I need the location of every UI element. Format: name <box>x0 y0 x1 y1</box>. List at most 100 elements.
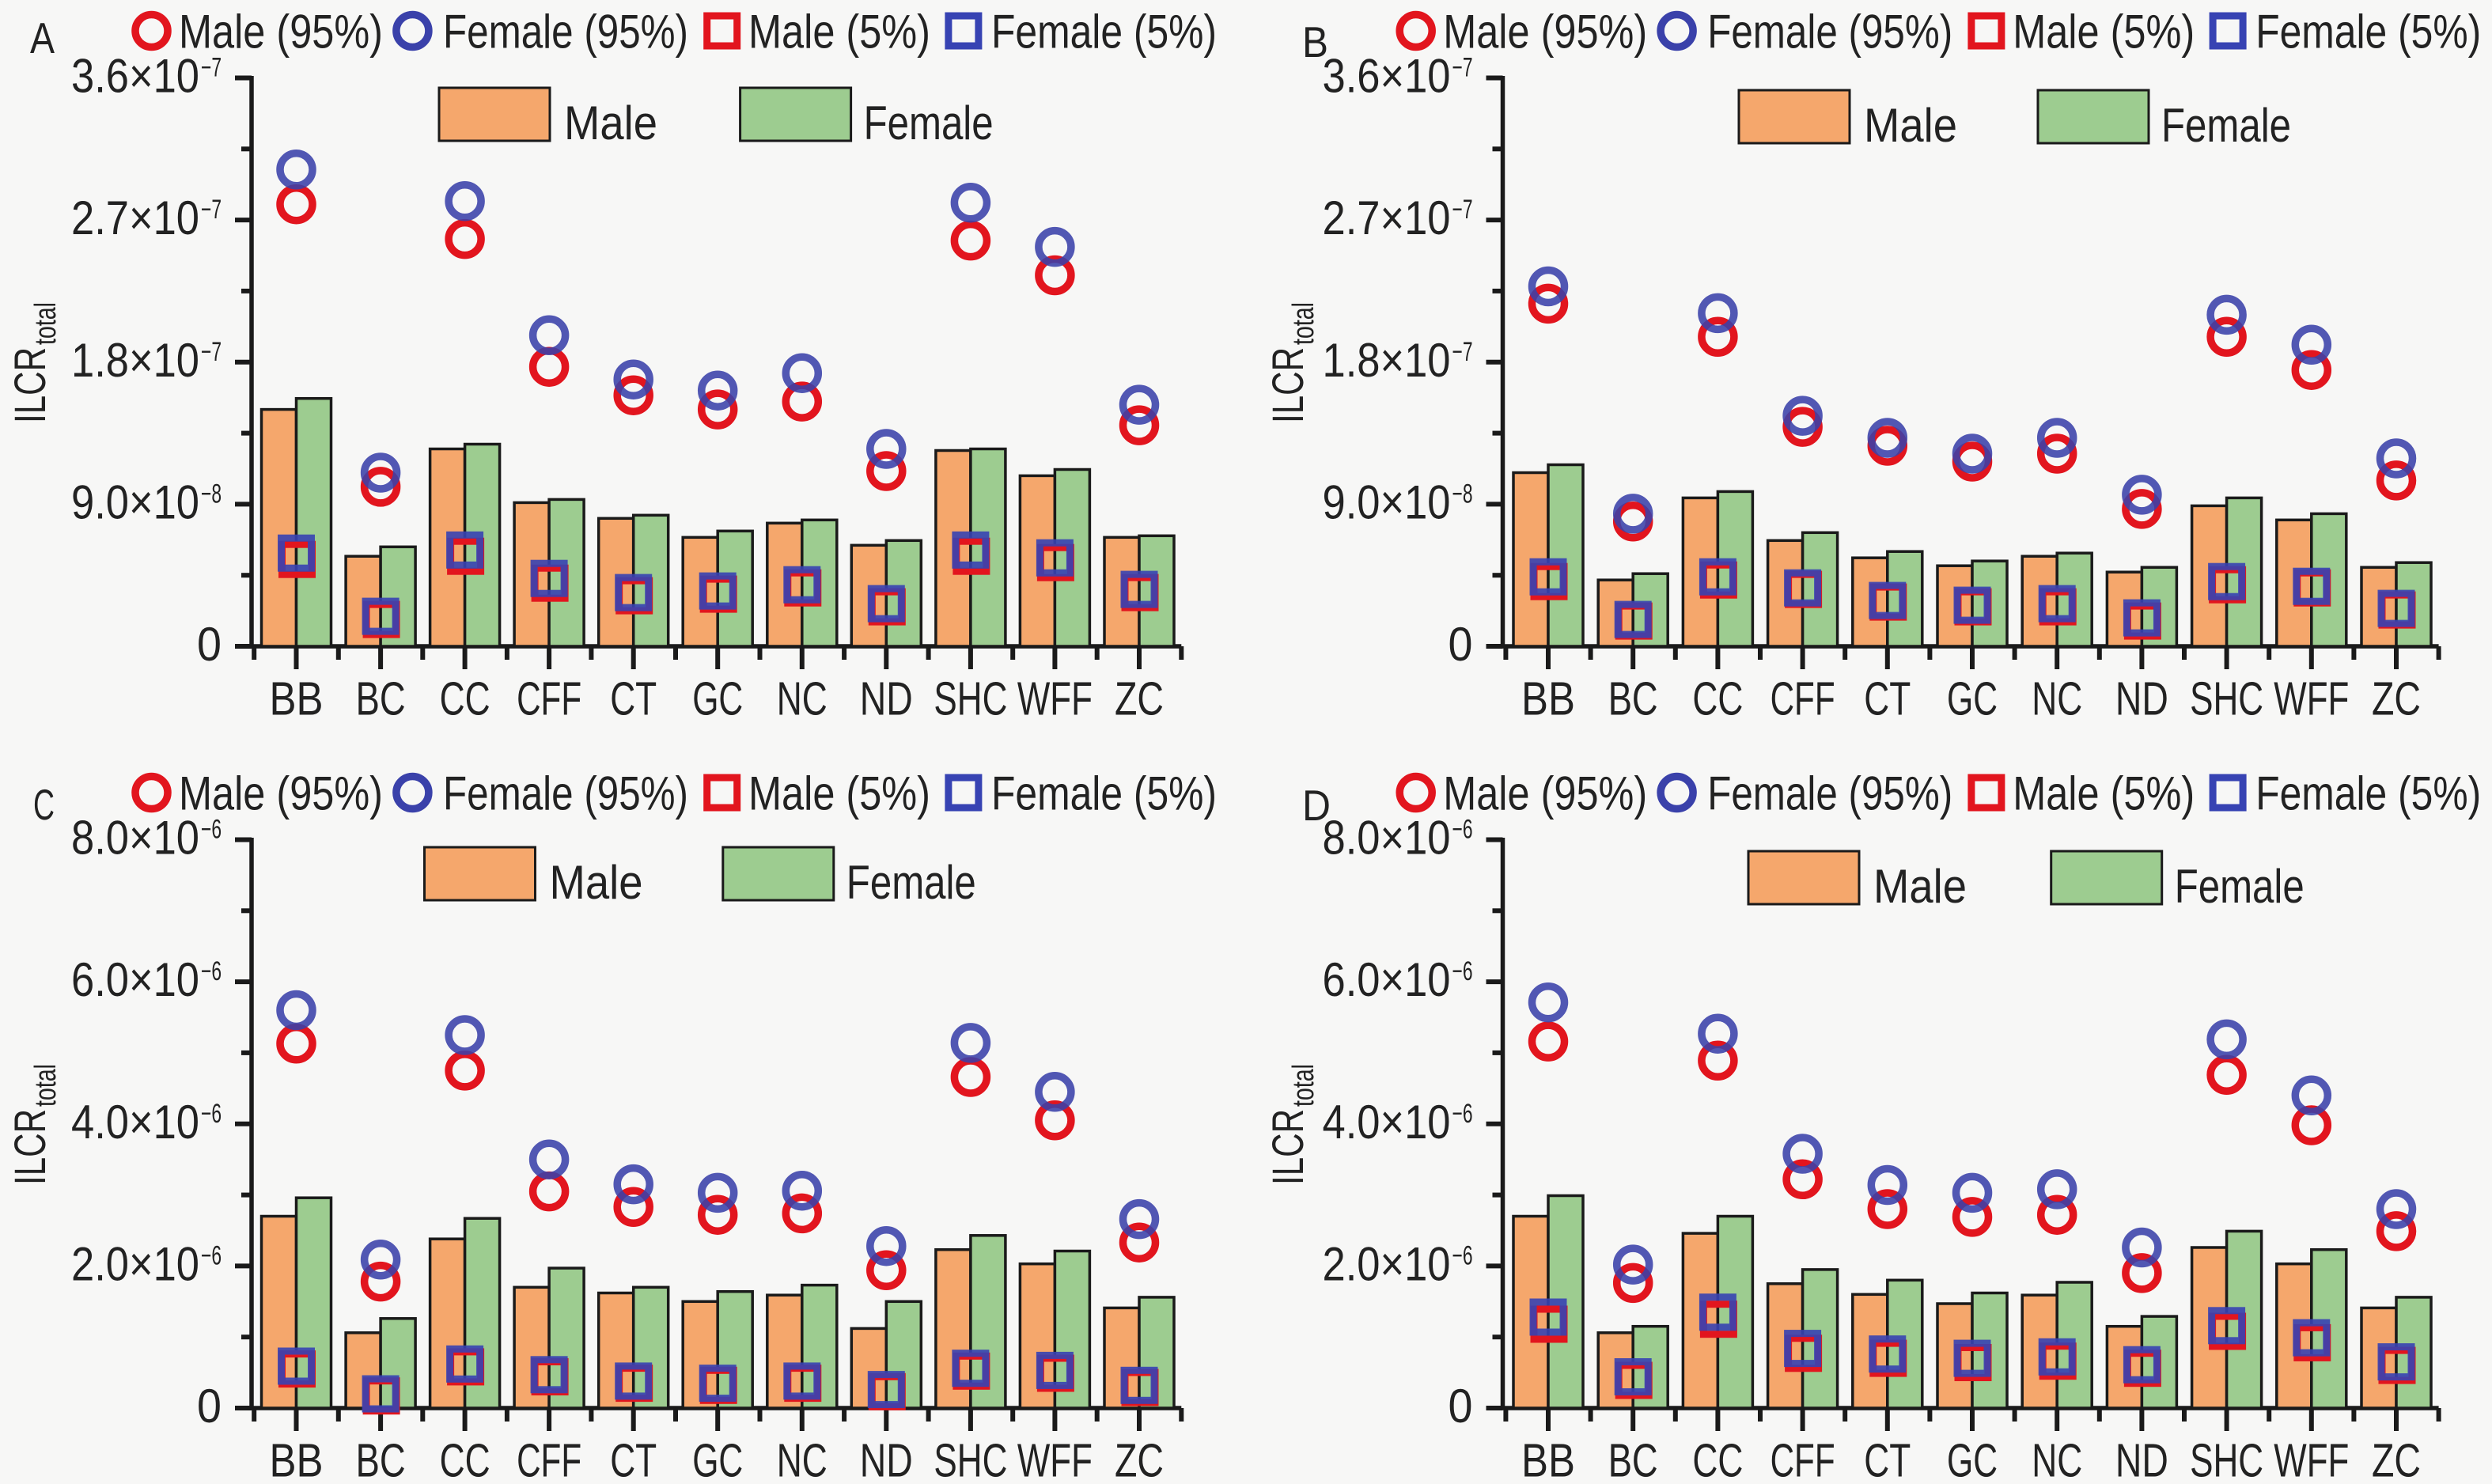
svg-text:ZC: ZC <box>1115 673 1164 725</box>
svg-text:2.0×10: 2.0×10 <box>1323 1237 1451 1290</box>
svg-text:GC: GC <box>1947 1435 1998 1484</box>
svg-text:−7: −7 <box>201 53 222 83</box>
svg-text:Male (95%): Male (95%) <box>1443 6 1647 59</box>
svg-text:NC: NC <box>2032 673 2082 725</box>
svg-text:ZC: ZC <box>1115 1435 1164 1484</box>
svg-text:ZC: ZC <box>2372 673 2421 725</box>
svg-text:ZC: ZC <box>2372 1435 2421 1484</box>
svg-text:ND: ND <box>860 1435 913 1484</box>
svg-text:−6: −6 <box>201 956 222 986</box>
svg-text:Female (95%): Female (95%) <box>443 767 688 820</box>
svg-text:−7: −7 <box>1452 53 1473 83</box>
svg-text:BC: BC <box>1608 673 1658 725</box>
svg-text:4.0×10: 4.0×10 <box>1323 1096 1451 1149</box>
svg-text:−6: −6 <box>201 815 222 845</box>
svg-text:Female (5%): Female (5%) <box>2255 767 2481 820</box>
svg-text:CFF: CFF <box>1771 1435 1835 1484</box>
svg-text:0: 0 <box>1449 618 1473 671</box>
svg-text:−6: −6 <box>201 1099 222 1129</box>
svg-text:CFF: CFF <box>517 673 581 725</box>
svg-text:−7: −7 <box>1452 337 1473 367</box>
svg-text:Female (5%): Female (5%) <box>991 767 1217 820</box>
svg-text:C: C <box>33 780 55 829</box>
svg-text:GC: GC <box>692 1435 743 1484</box>
svg-text:Female: Female <box>864 97 994 150</box>
svg-text:Male: Male <box>1864 99 1957 152</box>
svg-text:BB: BB <box>1521 673 1575 725</box>
svg-text:CFF: CFF <box>1771 673 1835 725</box>
svg-text:Female (5%): Female (5%) <box>2255 6 2481 59</box>
svg-text:Male (5%): Male (5%) <box>2013 767 2195 820</box>
svg-text:Female (95%): Female (95%) <box>443 6 688 59</box>
svg-text:CC: CC <box>440 1435 490 1484</box>
svg-text:WFF: WFF <box>2274 673 2349 725</box>
svg-text:WFF: WFF <box>1017 1435 1093 1484</box>
svg-text:WFF: WFF <box>2274 1435 2349 1484</box>
svg-text:ILCRtotal: ILCRtotal <box>5 302 62 423</box>
svg-text:8.0×10: 8.0×10 <box>71 812 199 865</box>
svg-text:WFF: WFF <box>1017 673 1093 725</box>
svg-text:ND: ND <box>860 673 913 725</box>
svg-text:1.8×10: 1.8×10 <box>71 334 199 387</box>
svg-text:1.8×10: 1.8×10 <box>1323 334 1451 387</box>
svg-text:3.6×10: 3.6×10 <box>71 50 199 103</box>
svg-text:0: 0 <box>197 1380 222 1433</box>
svg-text:−7: −7 <box>1452 195 1473 225</box>
svg-text:CFF: CFF <box>517 1435 581 1484</box>
svg-text:GC: GC <box>692 673 743 725</box>
svg-text:−7: −7 <box>201 195 222 225</box>
svg-text:ND: ND <box>2115 673 2168 725</box>
svg-text:Male (5%): Male (5%) <box>2013 6 2195 59</box>
svg-text:Male (5%): Male (5%) <box>748 6 930 59</box>
svg-text:CC: CC <box>440 673 490 725</box>
svg-text:CT: CT <box>610 1435 657 1484</box>
svg-text:0: 0 <box>197 618 222 671</box>
svg-text:BB: BB <box>270 1435 324 1484</box>
svg-text:Male: Male <box>1873 860 1967 913</box>
svg-text:−8: −8 <box>1452 479 1473 509</box>
svg-text:SHC: SHC <box>934 1435 1007 1484</box>
svg-text:BC: BC <box>356 1435 406 1484</box>
svg-text:SHC: SHC <box>2190 673 2263 725</box>
svg-text:ILCRtotal: ILCRtotal <box>1263 302 1320 423</box>
svg-text:−6: −6 <box>1452 815 1473 845</box>
svg-text:2.0×10: 2.0×10 <box>71 1237 199 1290</box>
svg-text:CT: CT <box>1864 1435 1911 1484</box>
svg-text:Female (5%): Female (5%) <box>991 6 1217 59</box>
svg-text:6.0×10: 6.0×10 <box>71 953 199 1006</box>
svg-text:3.6×10: 3.6×10 <box>1323 50 1451 103</box>
svg-text:NC: NC <box>2032 1435 2082 1484</box>
svg-text:ILCRtotal: ILCRtotal <box>5 1064 62 1185</box>
svg-text:Male (95%): Male (95%) <box>1443 767 1647 820</box>
svg-text:B: B <box>1302 17 1328 66</box>
svg-text:BC: BC <box>356 673 406 725</box>
svg-text:−7: −7 <box>201 337 222 367</box>
svg-text:−6: −6 <box>1452 1240 1473 1270</box>
svg-text:Female: Female <box>2161 99 2291 152</box>
svg-text:NC: NC <box>777 673 828 725</box>
svg-text:Female (95%): Female (95%) <box>1707 6 1952 59</box>
svg-text:CC: CC <box>1692 673 1743 725</box>
svg-text:Male (95%): Male (95%) <box>179 6 383 59</box>
svg-text:Male (5%): Male (5%) <box>748 767 930 820</box>
svg-text:6.0×10: 6.0×10 <box>1323 953 1451 1006</box>
svg-text:A: A <box>30 13 55 62</box>
svg-text:−6: −6 <box>1452 1099 1473 1129</box>
svg-text:GC: GC <box>1947 673 1998 725</box>
svg-text:SHC: SHC <box>934 673 1007 725</box>
svg-text:SHC: SHC <box>2190 1435 2263 1484</box>
svg-text:Male: Male <box>550 856 643 909</box>
svg-text:0: 0 <box>1449 1380 1473 1433</box>
svg-text:D: D <box>1302 781 1331 830</box>
svg-text:CT: CT <box>610 673 657 725</box>
svg-text:−6: −6 <box>201 1240 222 1270</box>
svg-text:8.0×10: 8.0×10 <box>1323 812 1451 865</box>
svg-text:9.0×10: 9.0×10 <box>1323 475 1451 528</box>
svg-text:Male (95%): Male (95%) <box>179 767 383 820</box>
svg-text:CC: CC <box>1692 1435 1743 1484</box>
svg-text:Male: Male <box>564 97 657 150</box>
svg-text:BC: BC <box>1608 1435 1658 1484</box>
svg-text:Female: Female <box>846 856 976 909</box>
svg-text:9.0×10: 9.0×10 <box>71 475 199 528</box>
svg-text:−6: −6 <box>1452 956 1473 986</box>
